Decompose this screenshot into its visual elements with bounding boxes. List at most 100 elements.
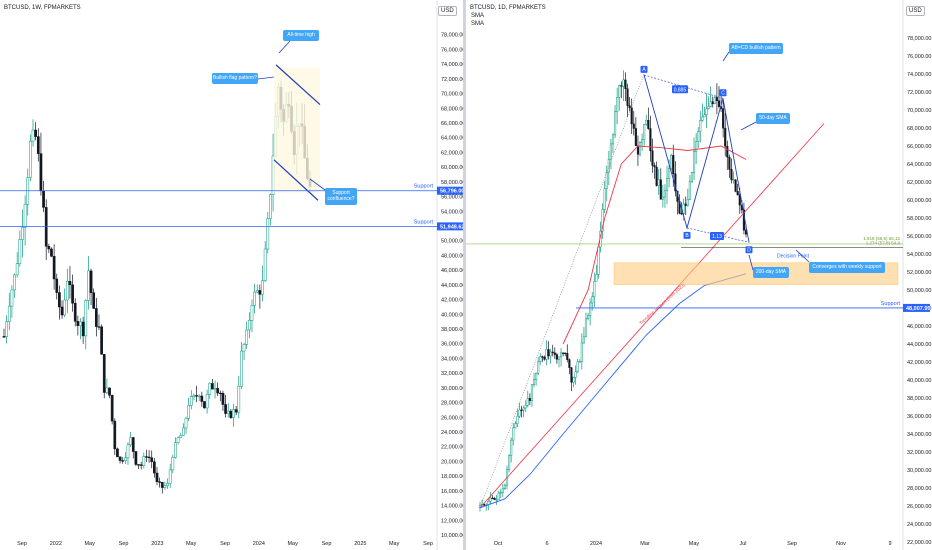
candle-body	[570, 367, 573, 383]
candle-body	[184, 418, 188, 429]
candle-body	[71, 284, 74, 304]
x-tick-label: Mar	[640, 541, 650, 547]
candle-body	[576, 361, 579, 373]
candle-body	[269, 194, 272, 219]
candle-body	[732, 179, 735, 181]
candle-body	[131, 437, 135, 452]
candle-body	[497, 492, 500, 500]
candle-body	[713, 97, 716, 104]
panel-divider[interactable]	[463, 0, 466, 550]
candle-body	[55, 278, 59, 293]
y-tick-label: 28,000.00	[907, 486, 931, 492]
support-line-label: Support	[881, 301, 901, 307]
weekly-chart-panel[interactable]: BTCUSD, 1W, FPMARKETS USD 10,000.00 12,00…	[0, 0, 466, 550]
candle-body	[205, 394, 209, 409]
candle-body	[213, 388, 217, 390]
x-tick-label: 2024	[253, 541, 265, 547]
candle-body	[153, 461, 156, 474]
candle-body	[121, 460, 125, 462]
candle-body	[155, 472, 159, 482]
candle-body	[234, 409, 238, 413]
indicator-sma-2[interactable]: SMA	[471, 21, 485, 27]
candle-body	[36, 136, 40, 154]
candle-body	[541, 356, 544, 358]
candle-body	[31, 129, 35, 142]
candle-body	[221, 392, 225, 405]
y-tick-label: 52,000.00	[907, 270, 931, 276]
pattern-point-text: D	[747, 248, 751, 254]
candle-body	[50, 248, 53, 257]
candle-body	[65, 281, 69, 301]
candle-body	[491, 497, 494, 500]
confluence-pointer	[309, 178, 326, 191]
ratio-text-2: 1.13	[712, 234, 722, 240]
ratio-box-2	[710, 232, 724, 240]
candle-body	[672, 155, 675, 175]
candle-body	[562, 352, 565, 354]
y-tick-label: 70,000.00	[441, 92, 465, 98]
candle-body	[626, 88, 629, 106]
candle-body	[271, 155, 275, 195]
candle-body	[195, 395, 198, 397]
right-symbol-title: BTCUSD, 1D, FPMARKETS	[470, 5, 546, 11]
price-axis-tag-text: 51,948.62	[440, 224, 464, 230]
candle-body	[645, 119, 648, 125]
candle-body	[695, 141, 698, 152]
x-tick-label: May	[84, 541, 95, 547]
flag-pointer	[257, 76, 275, 80]
candle-body	[250, 305, 254, 321]
x-tick-label: Sep	[423, 541, 433, 547]
candle-body	[168, 469, 172, 484]
candle-body	[618, 85, 621, 98]
candle-body	[514, 423, 517, 429]
ath-callout-text: All-time high	[287, 32, 315, 38]
candle-body	[87, 270, 90, 301]
fib-level-text-2: 1.274 (57,8) 54,9	[866, 240, 901, 245]
candle-body	[686, 199, 689, 206]
sma-50-line	[562, 145, 747, 345]
candle-body	[137, 464, 140, 466]
y-tick-label: 64,000.00	[441, 136, 465, 142]
y-tick-label: 58,000.00	[441, 180, 465, 186]
candle-body	[699, 120, 702, 132]
candle-body	[528, 398, 531, 401]
candle-body	[628, 105, 631, 109]
candle-body	[697, 131, 700, 142]
candle-body	[163, 485, 167, 488]
candle-body	[543, 356, 546, 360]
flag-callout-text: Bullish flag pattern?	[213, 75, 257, 81]
candle-body	[203, 401, 206, 409]
candle-body	[211, 383, 214, 390]
candle-body	[551, 351, 554, 354]
right-currency-button[interactable]: USD	[906, 6, 925, 16]
candle-body	[245, 329, 249, 345]
candle-body	[160, 482, 164, 488]
candle-body	[717, 100, 721, 107]
candle-body	[532, 379, 536, 385]
y-tick-label: 28,000.00	[441, 401, 465, 407]
indicator-sma-1[interactable]: SMA	[471, 13, 485, 19]
confluence-callout-bg	[325, 188, 357, 205]
confluence-callout-text: Support	[332, 190, 350, 196]
ratio-text-1: 0.885	[674, 87, 687, 93]
candle-body	[182, 427, 185, 436]
candle-body	[158, 481, 161, 483]
candle-body	[118, 456, 122, 461]
candle-body	[734, 179, 737, 192]
candle-body	[34, 129, 38, 137]
left-currency-button[interactable]: USD	[438, 6, 457, 16]
candle-body	[555, 354, 558, 360]
candle-body	[493, 498, 496, 500]
daily-chart-panel[interactable]: BTCUSD, 1D, FPMARKETS SMA SMA USD 22,000…	[466, 0, 932, 550]
candle-body	[553, 352, 556, 355]
y-tick-label: 78,000.00	[441, 33, 465, 39]
y-tick-label: 16,000.00	[441, 489, 465, 495]
candle-body	[580, 342, 583, 362]
candle-body	[92, 292, 96, 309]
x-tick-label: 6	[545, 541, 548, 547]
candle-body	[564, 352, 567, 354]
y-tick-label: 66,000.00	[441, 121, 465, 127]
candle-body	[63, 299, 67, 316]
y-tick-label: 76,000.00	[907, 54, 931, 60]
candle-body	[682, 203, 685, 214]
